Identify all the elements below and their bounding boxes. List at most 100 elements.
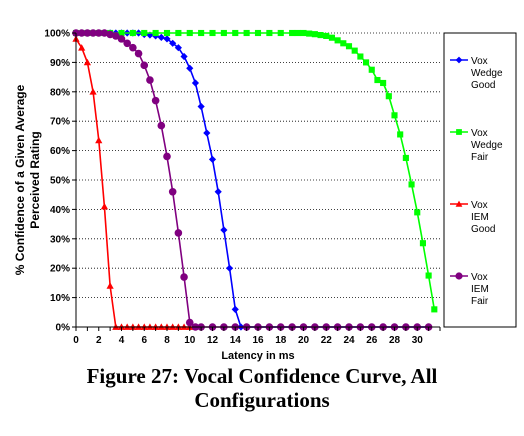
data-point — [89, 88, 97, 95]
x-tick-label: 10 — [184, 335, 196, 346]
data-point — [340, 40, 347, 47]
data-point — [163, 152, 171, 161]
x-tick-label: 26 — [366, 335, 378, 346]
data-point — [106, 282, 114, 289]
data-point — [163, 29, 171, 37]
data-point — [431, 306, 438, 313]
data-point — [140, 61, 149, 70]
legend-label: Wedge — [471, 68, 503, 79]
legend-label: IEM — [471, 284, 489, 295]
data-point — [254, 29, 262, 37]
caption-line-2: Configurations — [194, 388, 330, 412]
data-point — [402, 154, 409, 162]
data-point — [157, 33, 165, 42]
data-point — [197, 102, 205, 111]
data-point — [185, 318, 194, 327]
legend-label: Fair — [471, 296, 489, 307]
x-tick-label: 8 — [164, 335, 170, 346]
series-vox-iem-good — [72, 35, 194, 330]
series-line — [75, 38, 190, 328]
data-point — [455, 200, 463, 207]
data-point — [118, 29, 125, 37]
y-tick-label: 40% — [50, 205, 70, 216]
data-point — [152, 29, 159, 37]
data-point — [129, 29, 136, 37]
data-point — [374, 76, 381, 84]
x-tick-label: 2 — [96, 335, 102, 346]
x-tick-label: 14 — [230, 335, 242, 346]
data-point — [397, 131, 404, 138]
series-vox-wedge-good — [72, 29, 433, 331]
legend-label: Vox — [471, 200, 488, 211]
data-point — [106, 30, 114, 39]
data-point — [180, 52, 188, 61]
legend: VoxWedgeGoodVoxWedgeFairVoxIEMGoodVoxIEM… — [443, 32, 517, 328]
y-tick-label: 0% — [56, 323, 71, 334]
data-point — [231, 305, 239, 313]
x-tick-label: 12 — [207, 335, 219, 346]
data-point — [214, 188, 222, 196]
data-point — [169, 39, 177, 47]
x-tick-label: 22 — [321, 335, 333, 346]
x-tick-label: 24 — [343, 335, 355, 346]
legend-label: Vox — [471, 56, 488, 67]
data-point — [220, 226, 228, 234]
data-point — [456, 129, 462, 135]
data-point — [198, 29, 205, 37]
y-tick-label: 80% — [50, 87, 70, 98]
data-point — [363, 59, 370, 66]
data-point — [112, 32, 120, 40]
data-point — [174, 44, 182, 52]
axes: 0%10%20%30%40%50%60%70%80%90%100%0 2 4 6 8 10… — [13, 29, 441, 362]
x-axis-title: Latency in ms — [221, 350, 294, 362]
data-point — [191, 79, 200, 87]
data-point — [186, 29, 193, 37]
data-point — [368, 66, 375, 73]
data-point — [83, 58, 91, 66]
data-point — [345, 43, 353, 50]
x-tick-label: 0 — [73, 335, 79, 346]
x-tick-label: 6 — [141, 335, 147, 346]
data-point — [317, 31, 324, 39]
data-point — [123, 39, 131, 48]
y-axis-title: % Confidence of a Given AveragePerceived… — [13, 84, 42, 275]
data-point — [414, 209, 421, 216]
legend-label: Good — [471, 224, 495, 235]
data-point — [146, 76, 154, 84]
data-point — [175, 29, 182, 37]
data-point — [455, 56, 463, 64]
legend-label: Vox — [471, 272, 488, 283]
data-point — [323, 32, 330, 39]
legend-label: Fair — [471, 152, 489, 163]
series-vox-iem-fair — [72, 29, 433, 331]
grid-lines — [76, 32, 440, 328]
x-tick-label: 20 — [298, 335, 310, 346]
y-tick-label: 70% — [50, 117, 70, 128]
y-tick-label: 100% — [44, 29, 70, 40]
data-point — [380, 79, 387, 87]
data-point — [243, 29, 250, 37]
x-tick-label: 30 — [412, 335, 424, 346]
data-point — [306, 30, 313, 37]
x-tick-label: 4 — [119, 335, 125, 346]
data-point — [203, 129, 211, 137]
y-tick-label: 30% — [50, 234, 70, 245]
y-tick-label: 20% — [50, 264, 70, 275]
data-point — [277, 29, 284, 37]
y-axis-title-line: % Confidence of a Given Average — [13, 84, 27, 275]
data-point — [78, 44, 86, 51]
data-point — [391, 112, 398, 119]
figure-caption: Figure 27: Vocal Confidence Curve, All C… — [0, 364, 524, 412]
data-point — [157, 121, 166, 130]
data-point — [328, 34, 335, 41]
y-tick-label: 60% — [50, 146, 70, 157]
x-tick-label: 28 — [389, 335, 401, 346]
series-layer — [72, 29, 438, 331]
data-point — [334, 37, 341, 44]
data-point — [163, 35, 171, 43]
data-point — [408, 181, 415, 188]
